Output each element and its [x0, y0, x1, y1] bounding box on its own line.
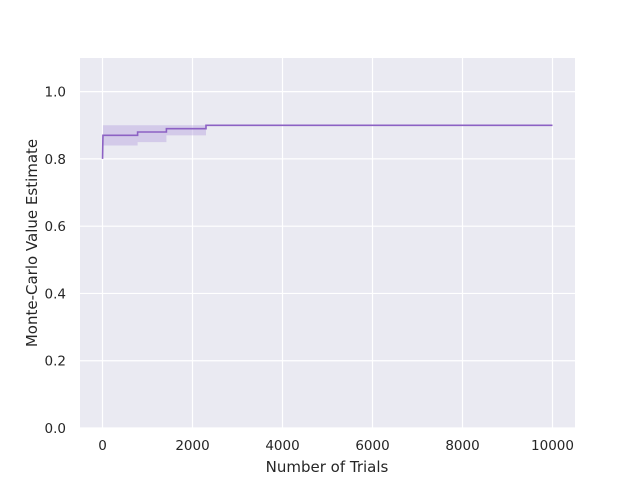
y-tick-label: 0.8 [45, 152, 66, 168]
y-axis-label: Monte-Carlo Value Estimate [23, 139, 41, 347]
plot-background [80, 58, 575, 428]
y-tick-label: 0.2 [45, 354, 66, 370]
x-tick-label: 10000 [531, 438, 574, 454]
grid [80, 58, 575, 429]
series-layer [101, 124, 553, 159]
y-tick-label: 1.0 [45, 85, 66, 101]
y-tick-label: 0.6 [45, 219, 66, 235]
series-line [101, 124, 553, 159]
confidence-band-layer [102, 125, 206, 146]
y-tick-label: 0.0 [45, 421, 66, 437]
x-tick-label: 2000 [175, 438, 209, 454]
x-tick-label: 8000 [445, 438, 479, 454]
x-tick-label: 4000 [265, 438, 299, 454]
x-tick-label: 6000 [355, 438, 389, 454]
x-axis-label: Number of Trials [266, 458, 389, 476]
y-tick-label: 0.4 [45, 286, 66, 302]
x-tick-label: 0 [98, 438, 107, 454]
confidence-band [102, 125, 206, 146]
tick-labels: 0 2000 4000 6000 8000 10000 0.0 0.2 0.4 0.6 0.8 1.0 [45, 85, 574, 454]
